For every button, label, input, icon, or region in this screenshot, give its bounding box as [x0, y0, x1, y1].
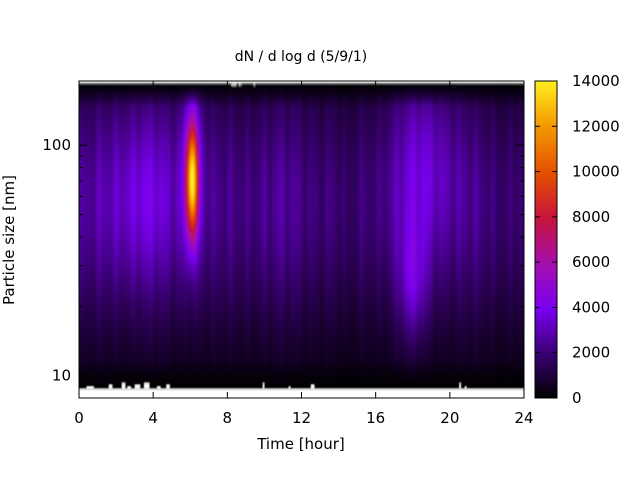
- y-tick-label: 10: [52, 367, 71, 385]
- x-tick-label: 20: [440, 409, 459, 427]
- y-tick-label: 100: [42, 136, 71, 154]
- colorbar-tick-label: 2000: [572, 344, 610, 362]
- x-axis-label: Time [hour]: [256, 435, 345, 453]
- x-tick-label: 24: [514, 409, 533, 427]
- x-tick-label: 16: [366, 409, 385, 427]
- colorbar-tick-label: 10000: [572, 163, 620, 181]
- colorbar-tick-label: 4000: [572, 298, 610, 316]
- colorbar-tick-label: 0: [572, 389, 582, 407]
- colorbar-tick-label: 12000: [572, 117, 620, 135]
- colorbar: [534, 80, 558, 399]
- x-tick-label: 0: [74, 409, 84, 427]
- chart-title: dN / d log d (5/9/1): [235, 49, 368, 65]
- y-axis: 10 100: [42, 136, 524, 399]
- colorbar-tick-label: 14000: [572, 72, 620, 90]
- y-axis-label: Particle size [nm]: [0, 175, 18, 305]
- x-axis: 0 4 8 12 16 20 24: [74, 81, 534, 427]
- colorbar-tick-label: 8000: [572, 208, 610, 226]
- colorbar-tick-label: 6000: [572, 253, 610, 271]
- x-tick-label: 4: [148, 409, 158, 427]
- heatmap: [79, 81, 524, 398]
- x-tick-label: 12: [292, 409, 311, 427]
- heatmap-image: [79, 81, 524, 398]
- x-tick-label: 8: [223, 409, 233, 427]
- colorbar-axis: 0 2000 4000 6000 8000 10000 12000 14000: [535, 72, 620, 407]
